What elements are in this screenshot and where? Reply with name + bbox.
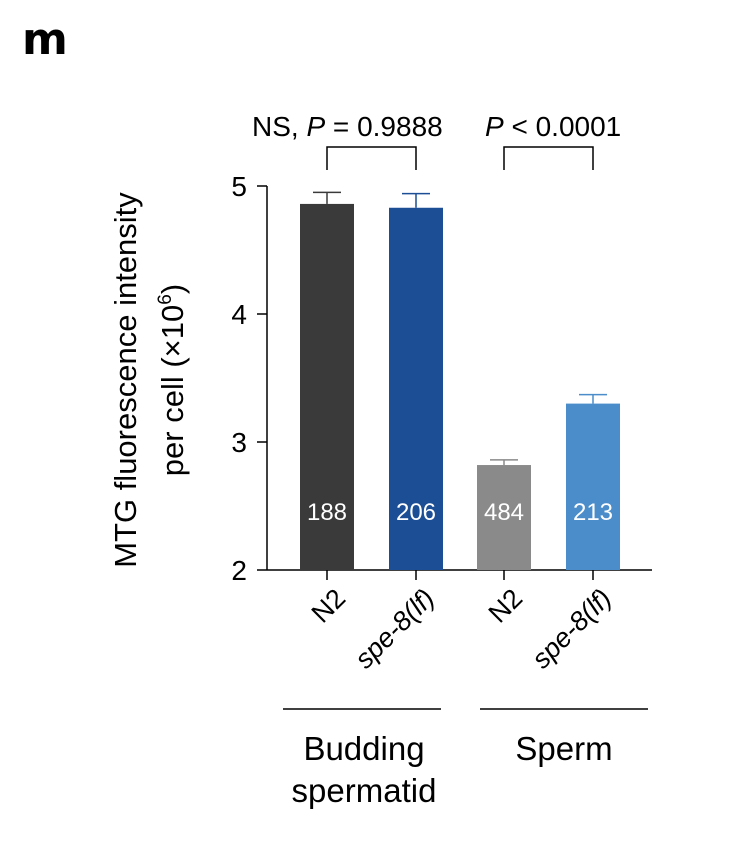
group-label: spermatid xyxy=(292,772,437,809)
bars xyxy=(300,203,620,571)
y-axis-label: MTG fluorescence intensity per cell (×106… xyxy=(108,192,190,568)
bar xyxy=(477,465,531,570)
y-axis-label-line1: MTG fluorescence intensity xyxy=(108,192,143,568)
count-label: 206 xyxy=(396,499,436,526)
y-axis-label-line2: per cell (×106) xyxy=(155,284,190,476)
count-label: 484 xyxy=(484,499,524,526)
panel-label: m xyxy=(22,14,68,65)
significance-bracket xyxy=(326,146,417,170)
bar xyxy=(300,203,354,571)
bar xyxy=(566,403,620,570)
p-value-label: P < 0.0001 xyxy=(485,111,621,142)
count-label: 188 xyxy=(307,499,347,526)
x-tick-label: N2 xyxy=(306,583,352,629)
x-tick-label: spe-8(lf) xyxy=(349,583,440,674)
y-tick-label: 3 xyxy=(231,427,247,458)
y-tick-label: 4 xyxy=(231,299,247,330)
x-tick-label: spe-8(lf) xyxy=(526,583,617,674)
p-value-label: NS, P = 0.9888 xyxy=(252,111,443,142)
significance-annotations: NS, P = 0.9888 P < 0.0001 xyxy=(252,111,621,170)
count-labels: 188 206 484 213 xyxy=(307,499,613,526)
y-tick-label: 5 xyxy=(231,171,247,202)
significance-bracket xyxy=(503,146,594,170)
bar xyxy=(389,207,443,570)
group-label: Budding xyxy=(303,730,424,767)
y-tick-label: 2 xyxy=(231,555,247,586)
count-label: 213 xyxy=(573,499,613,526)
error-bars xyxy=(313,191,607,466)
group-label: Sperm xyxy=(515,730,612,767)
group-labels: Budding spermatid Sperm xyxy=(283,708,648,809)
x-tick-label: N2 xyxy=(483,583,529,629)
